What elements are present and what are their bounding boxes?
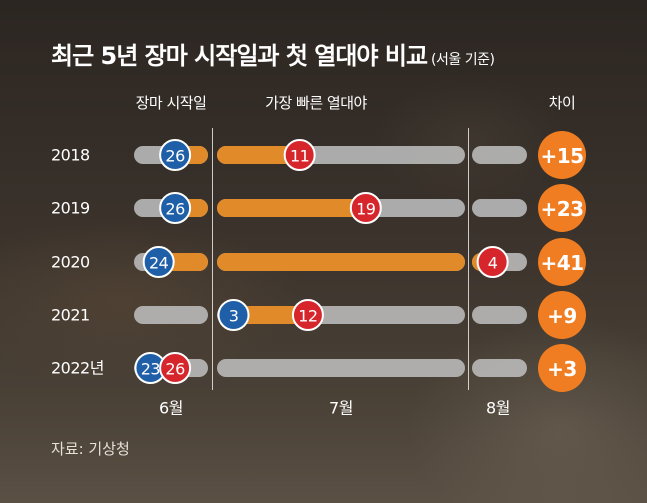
year-label: 2021 (51, 306, 90, 325)
year-label: 2022년 (51, 359, 104, 378)
monsoon-start-badge (217, 299, 250, 331)
difference-label: +9 (547, 304, 577, 328)
timeline-track (472, 306, 527, 324)
tropical-night-badge (476, 246, 509, 278)
source-note: 자료: 기상청 (51, 440, 130, 458)
tropical-night-label: 11 (290, 147, 309, 166)
timeline-track (472, 359, 527, 377)
difference-badge (538, 238, 586, 286)
timeline-track (472, 199, 527, 217)
year-label: 2018 (51, 146, 90, 165)
monsoon-start-label: 3 (229, 307, 239, 326)
tropical-night-label: 4 (488, 254, 498, 273)
year-label: 2020 (51, 253, 90, 272)
difference-badge (538, 184, 586, 232)
tropical-night-label: 19 (356, 200, 376, 219)
year-label: 2019 (51, 199, 90, 218)
tropical-night-badge (349, 192, 382, 224)
difference-label: +41 (540, 251, 583, 275)
chart-title: 최근 5년 장마 시작일과 첫 열대야 비교 (서울 기준) (51, 36, 495, 71)
monsoon-start-label: 26 (165, 147, 185, 166)
column-label-tropical: 가장 빠른 열대야 (265, 94, 367, 112)
column-label-diff: 차이 (549, 94, 576, 112)
duration-bar (217, 199, 366, 217)
tropical-night-badge (159, 352, 192, 384)
tropical-night-label: 26 (165, 360, 185, 379)
month-label: 8월 (486, 399, 510, 418)
duration-bar (217, 146, 300, 164)
monsoon-start-label: 23 (141, 360, 160, 379)
column-label-monsoon: 장마 시작일 (136, 94, 207, 112)
difference-label: +3 (547, 357, 577, 381)
month-label: 7월 (329, 399, 353, 418)
timeline-track (134, 306, 208, 324)
duration-bar (233, 306, 308, 324)
monsoon-start-badge (142, 246, 175, 278)
difference-badge (538, 344, 586, 392)
timeline-track (217, 359, 465, 377)
difference-badge (538, 131, 586, 179)
monsoon-start-badge (159, 192, 192, 224)
difference-label: +23 (540, 197, 583, 221)
monsoon-start-badge (159, 139, 192, 171)
chart-title-note: (서울 기준) (431, 52, 495, 68)
monsoon-start-label: 26 (165, 200, 185, 219)
month-label: 6월 (159, 399, 183, 418)
chart-title-text: 최근 5년 장마 시작일과 첫 열대야 비교 (51, 42, 428, 70)
tropical-night-badge (283, 139, 316, 171)
difference-label: +15 (540, 144, 583, 168)
difference-badge (538, 291, 586, 339)
duration-bar (217, 253, 465, 271)
tropical-night-label: 12 (298, 307, 317, 326)
tropical-night-badge (291, 299, 324, 331)
monsoon-start-label: 24 (149, 254, 169, 273)
timeline-track (472, 146, 527, 164)
